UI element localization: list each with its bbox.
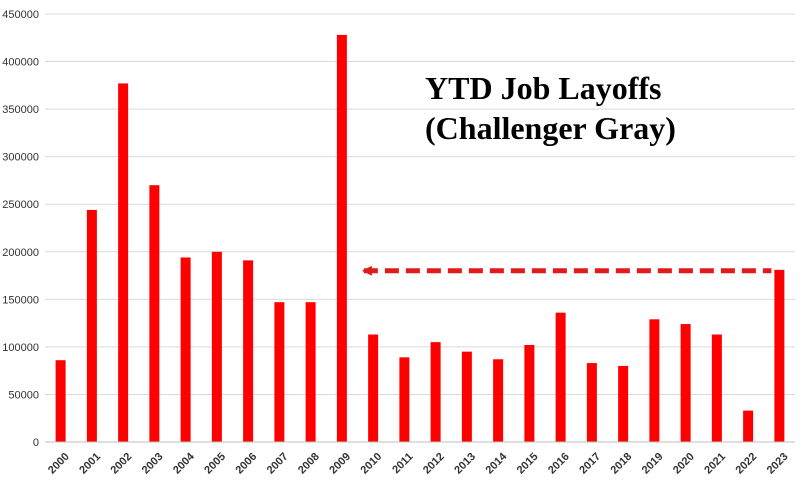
x-tick-label-2020: 2020 — [671, 451, 697, 477]
bar-2021 — [711, 334, 722, 442]
x-tick-label-2019: 2019 — [640, 451, 666, 477]
bar-2004 — [180, 257, 191, 442]
y-tick-label: 150000 — [2, 294, 39, 306]
gridlines — [45, 13, 795, 395]
x-axis-tick-labels: 2000 2001 2002 2003 2004 2005 2006 2007 2008 2009… — [46, 450, 791, 476]
x-tick-label-2011: 2011 — [390, 451, 415, 476]
bar-2018 — [618, 365, 629, 442]
y-tick-label: 400000 — [2, 57, 39, 69]
y-axis-tick-labels: 0 50000 100000 150000 200000 250000 300000 3500… — [2, 9, 39, 449]
x-tick-label-2008: 2008 — [296, 451, 322, 477]
bar-2002 — [118, 83, 129, 442]
bar-2019 — [649, 319, 660, 442]
x-tick-label-2010: 2010 — [359, 451, 385, 477]
bar-2013 — [461, 351, 472, 442]
bar-2010 — [368, 334, 379, 442]
bar-2011 — [399, 357, 410, 442]
x-tick-label-2003: 2003 — [140, 451, 166, 477]
x-tick-label-2002: 2002 — [109, 451, 135, 477]
x-tick-label-2016: 2016 — [546, 451, 572, 477]
x-tick-label-2006: 2006 — [234, 451, 260, 477]
y-tick-label: 350000 — [2, 104, 39, 116]
x-tick-label-2022: 2022 — [734, 451, 760, 477]
bar-2007 — [274, 302, 285, 442]
bar-2012 — [430, 342, 441, 442]
x-tick-label-2009: 2009 — [327, 451, 353, 477]
x-tick-label-2007: 2007 — [265, 451, 291, 477]
x-tick-label-2023: 2023 — [765, 451, 791, 477]
bar-2000 — [55, 360, 66, 442]
x-tick-label-2015: 2015 — [515, 451, 541, 477]
y-tick-label: 250000 — [2, 199, 39, 211]
bar-2015 — [524, 344, 535, 442]
bars — [55, 34, 785, 443]
y-tick-label: 300000 — [2, 152, 39, 164]
bar-2014 — [493, 359, 504, 442]
y-tick-label: 50000 — [8, 389, 39, 401]
x-tick-label-2001: 2001 — [77, 451, 103, 477]
y-tick-label: 200000 — [2, 247, 39, 259]
x-tick-label-2013: 2013 — [452, 451, 478, 477]
x-tick-label-2000: 2000 — [46, 451, 72, 477]
bar-2023 — [774, 269, 785, 442]
y-tick-label: 450000 — [2, 9, 39, 21]
bar-2017 — [586, 363, 597, 442]
x-tick-label-2018: 2018 — [609, 451, 635, 477]
y-tick-label: 100000 — [2, 342, 39, 354]
bar-2020 — [680, 324, 691, 442]
bar-2009 — [336, 34, 347, 443]
x-tick-label-2021: 2021 — [702, 451, 728, 477]
x-tick-label-2014: 2014 — [484, 450, 510, 476]
x-tick-label-2004: 2004 — [171, 450, 197, 476]
bar-2022 — [743, 410, 754, 442]
x-tick-label-2017: 2017 — [577, 451, 603, 477]
chart-title-line-2: (Challenger Gray) — [425, 110, 676, 146]
x-tick-label-2012: 2012 — [421, 451, 447, 477]
y-tick-label: 0 — [33, 437, 39, 449]
bar-2003 — [149, 185, 160, 442]
chart-title-line-1: YTD Job Layoffs — [425, 70, 661, 106]
bar-2016 — [555, 312, 566, 442]
x-tick-label-2005: 2005 — [202, 451, 228, 477]
bar-2001 — [86, 209, 97, 442]
bar-2008 — [305, 302, 316, 442]
bar-2005 — [211, 251, 222, 442]
bar-2006 — [243, 260, 254, 442]
